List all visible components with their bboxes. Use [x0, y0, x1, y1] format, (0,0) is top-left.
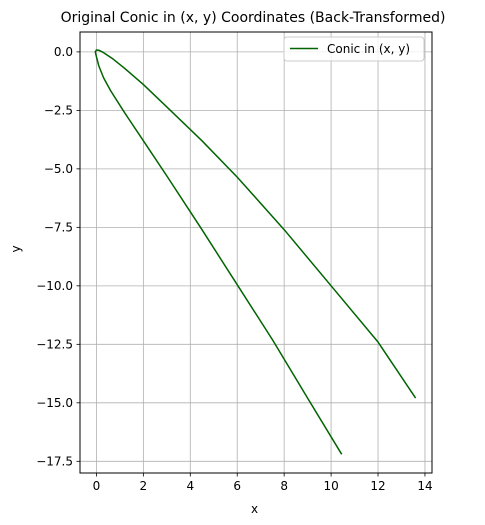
- x-tick-label: 8: [280, 479, 288, 493]
- x-tick-label: 0: [93, 479, 101, 493]
- y-axis-label: y: [9, 245, 23, 252]
- axis-ticks: 0 2 4 6 8 10 12 14 0.0 −2.5 −5.0 −7.5 −10.0 −12.5 −15.…: [36, 45, 432, 493]
- legend-label: Conic in (x, y): [327, 42, 410, 56]
- x-axis-label: x: [251, 502, 258, 516]
- x-tick-label: 10: [323, 479, 338, 493]
- y-tick-label: −15.0: [36, 396, 73, 410]
- legend-box: [283, 36, 425, 62]
- y-tick-label: −7.5: [44, 220, 73, 234]
- series-line: [94, 49, 417, 455]
- series-layer: [94, 49, 417, 455]
- chart-title: Original Conic in (x, y) Coordinates (Ba…: [61, 10, 446, 26]
- x-tick-label: 6: [233, 479, 241, 493]
- x-tick-label: 4: [186, 479, 194, 493]
- y-tick-label: −10.0: [36, 279, 73, 293]
- y-tick-label: −17.5: [36, 454, 73, 468]
- y-tick-label: −2.5: [44, 103, 73, 117]
- y-tick-label: 0.0: [54, 45, 73, 59]
- y-tick-label: −12.5: [36, 337, 73, 351]
- y-tick-label: −5.0: [44, 162, 73, 176]
- x-tick-label: 12: [370, 479, 385, 493]
- x-tick-label: 2: [140, 479, 148, 493]
- legend: Conic in (x, y): [283, 36, 425, 62]
- grid-lines: [80, 32, 432, 473]
- plot-area-frame: [79, 31, 433, 474]
- x-tick-label: 14: [417, 479, 432, 493]
